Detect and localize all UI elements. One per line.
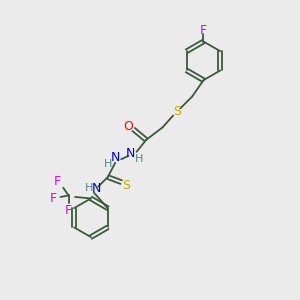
- Text: H: H: [135, 154, 143, 164]
- Text: F: F: [65, 204, 72, 217]
- Text: N: N: [126, 147, 135, 161]
- Text: S: S: [173, 106, 181, 118]
- Text: H: H: [85, 183, 93, 193]
- Text: F: F: [54, 175, 61, 188]
- Text: N: N: [111, 151, 121, 164]
- Text: S: S: [122, 179, 130, 193]
- Text: O: O: [124, 120, 134, 133]
- Text: N: N: [92, 182, 101, 194]
- Text: F: F: [50, 192, 57, 205]
- Text: F: F: [200, 24, 207, 37]
- Text: H: H: [103, 159, 112, 169]
